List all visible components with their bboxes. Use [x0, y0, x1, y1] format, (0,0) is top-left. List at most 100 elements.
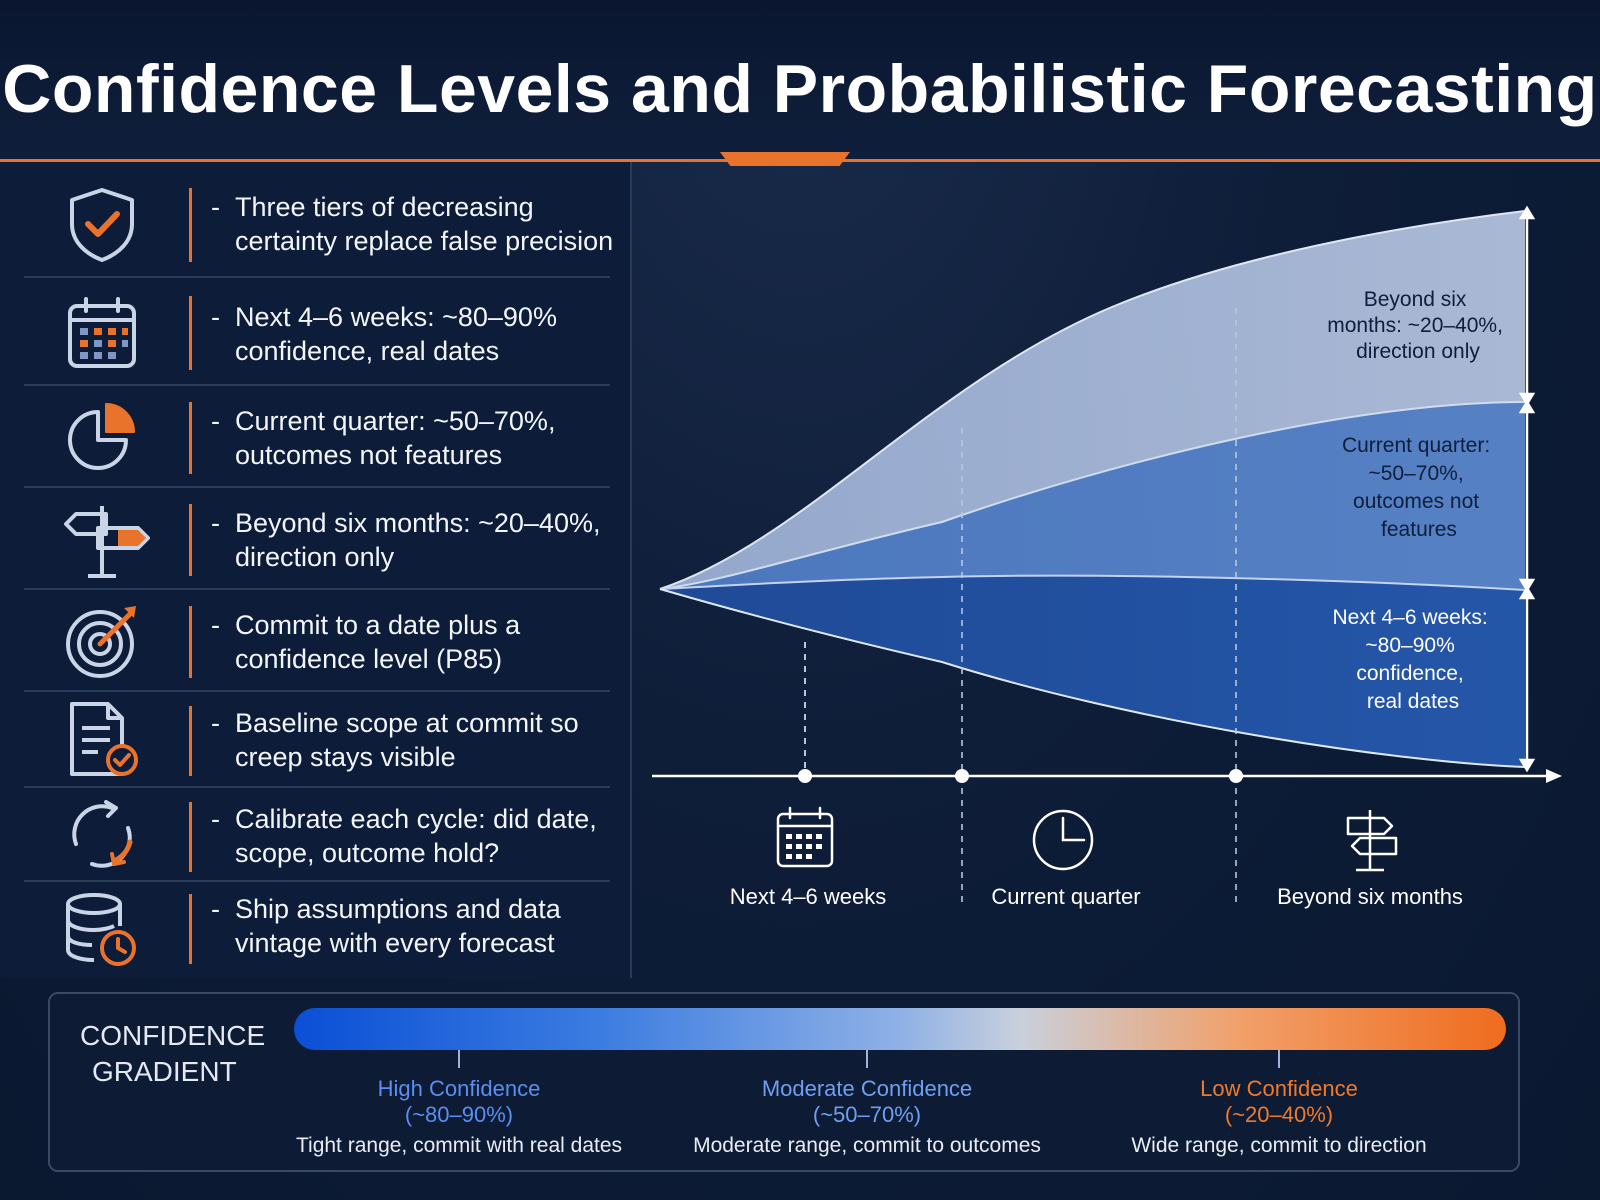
bullet-text: Ship assumptions and data vintage with e…	[235, 894, 561, 958]
band-label-line: direction only	[1356, 340, 1480, 363]
horizon-label: Beyond six months	[1277, 884, 1463, 909]
timeline-marker	[1229, 769, 1243, 783]
timeline-arrowhead	[1546, 769, 1562, 783]
header-accent-notch	[720, 152, 850, 166]
band-label-line: outcomes not	[1353, 490, 1479, 513]
row-accent-bar	[189, 402, 192, 474]
level-range: (~50–70%)	[812, 1102, 922, 1127]
band-label-line: features	[1381, 518, 1457, 541]
band-label-line: Current quarter:	[1342, 434, 1490, 457]
range-arrow-bottom	[1518, 585, 1536, 773]
inner-boundary-lower	[659, 574, 1526, 591]
row-accent-bar	[189, 802, 192, 872]
bullet-dash: -	[211, 708, 220, 738]
target-icon	[62, 602, 142, 682]
bullet-text: Next 4–6 weeks: ~80–90% confidence, real…	[235, 302, 557, 366]
signpost-icon	[62, 500, 150, 580]
band-label-line: real dates	[1367, 690, 1459, 713]
legend-title-line: GRADIENT	[92, 1056, 237, 1087]
level-name: High Confidence	[377, 1076, 541, 1101]
row-divider	[24, 690, 610, 692]
calendar-icon	[62, 294, 142, 374]
lower-boundary	[659, 588, 1526, 768]
document-check-icon	[62, 700, 142, 780]
bullet-dash: -	[211, 192, 220, 222]
row-divider	[24, 880, 610, 882]
range-arrow-top	[1518, 205, 1536, 407]
inner-boundary-upper	[659, 401, 1526, 590]
bullet-dash: -	[211, 804, 220, 834]
band-label-line: confidence,	[1356, 662, 1463, 685]
bullet-dash: -	[211, 894, 220, 924]
level-name: Low Confidence	[1200, 1076, 1358, 1101]
bullet-dash: -	[211, 508, 220, 538]
band-label-line: Beyond six	[1364, 288, 1467, 311]
bullet-text: Commit to a date plus a confidence level…	[235, 610, 521, 674]
row-accent-bar	[189, 894, 192, 964]
database-clock-icon	[62, 890, 142, 970]
bullet-dash: -	[211, 406, 220, 436]
cycle-icon	[62, 796, 142, 876]
level-range: (~80–90%)	[404, 1102, 514, 1127]
row-accent-bar	[189, 188, 192, 262]
band-low-confidence	[660, 211, 1525, 589]
shield-check-icon	[62, 184, 142, 264]
bullet-text: Calibrate each cycle: did date, scope, o…	[235, 804, 597, 868]
bullet-dash: -	[211, 610, 220, 640]
header: Confidence Levels and Probabilistic Fore…	[0, 0, 1600, 160]
calendar-icon	[776, 806, 834, 868]
list-item: - Next 4–6 weeks: ~80–90% confidence, re…	[24, 280, 610, 386]
level-range: (~20–40%)	[1224, 1102, 1334, 1127]
row-accent-bar	[189, 606, 192, 678]
row-accent-bar	[189, 706, 192, 776]
level-description: Wide range, commit to direction	[1131, 1134, 1427, 1157]
gradient-tick	[1278, 1050, 1280, 1068]
timeline-marker	[798, 769, 812, 783]
list-item: - Beyond six months: ~20–40%, direction …	[24, 490, 610, 590]
band-high-confidence	[660, 575, 1525, 767]
signpost-icon	[1346, 810, 1398, 872]
level-description: Tight range, commit with real dates	[295, 1134, 623, 1157]
band-label-bottom: Next 4–6 weeks: ~80–90% confidence, real…	[1332, 606, 1493, 713]
gradient-tick	[866, 1050, 868, 1068]
list-item: - Three tiers of decreasing certainty re…	[24, 172, 613, 278]
band-label-line: months: ~20–40%,	[1327, 314, 1503, 337]
bullet-text: Baseline scope at commit so creep stays …	[235, 708, 579, 772]
forecast-cone-diagram: Beyond six months: ~20–40%, direction on…	[632, 162, 1600, 978]
row-accent-bar	[189, 296, 192, 370]
level-high: High Confidence (~80–90%) Tight range, c…	[279, 1076, 639, 1160]
horizon-label: Current quarter	[991, 884, 1140, 909]
row-accent-bar	[189, 504, 192, 576]
gradient-tick	[458, 1050, 460, 1068]
timeline-marker	[955, 769, 969, 783]
pie-chart-icon	[62, 398, 142, 478]
list-item: - Current quarter: ~50–70%, outcomes not…	[24, 388, 610, 488]
forecast-cone-svg: Beyond six months: ~20–40%, direction on…	[652, 205, 1562, 909]
band-label-line: Next 4–6 weeks:	[1332, 606, 1487, 629]
list-item: - Calibrate each cycle: did date, scope,…	[24, 790, 610, 882]
legend-title-line: CONFIDENCE	[80, 1020, 266, 1051]
row-divider	[24, 384, 610, 386]
level-moderate: Moderate Confidence (~50–70%) Moderate r…	[687, 1076, 1047, 1160]
level-description: Moderate range, commit to outcomes	[693, 1134, 1041, 1157]
list-item: - Baseline scope at commit so creep stay…	[24, 694, 610, 788]
clock-icon	[1032, 809, 1094, 871]
horizon-label: Next 4–6 weeks	[730, 884, 887, 909]
confidence-gradient-bar	[294, 1008, 1506, 1050]
page-title: Confidence Levels and Probabilistic Fore…	[2, 51, 1598, 127]
band-label-top: Beyond six months: ~20–40%, direction on…	[1327, 288, 1509, 363]
band-label-line: ~80–90%	[1365, 634, 1454, 657]
row-divider	[24, 786, 610, 788]
bullet-text: Current quarter: ~50–70%, outcomes not f…	[235, 406, 556, 470]
level-name: Moderate Confidence	[761, 1076, 973, 1101]
band-label-middle: Current quarter: ~50–70%, outcomes not f…	[1342, 434, 1496, 541]
band-moderate-confidence	[660, 402, 1525, 590]
level-low: Low Confidence (~20–40%) Wide range, com…	[1099, 1076, 1459, 1160]
band-label-line: ~50–70%,	[1368, 462, 1463, 485]
bullet-panel: - Three tiers of decreasing certainty re…	[0, 162, 632, 978]
range-arrow-middle	[1518, 399, 1536, 593]
legend-title: CONFIDENCE GRADIENT	[80, 1018, 265, 1090]
bullet-text: Three tiers of decreasing certainty repl…	[235, 192, 614, 256]
confidence-gradient-legend: CONFIDENCE GRADIENT High Confidence (~80…	[48, 992, 1520, 1172]
row-divider	[24, 276, 610, 278]
